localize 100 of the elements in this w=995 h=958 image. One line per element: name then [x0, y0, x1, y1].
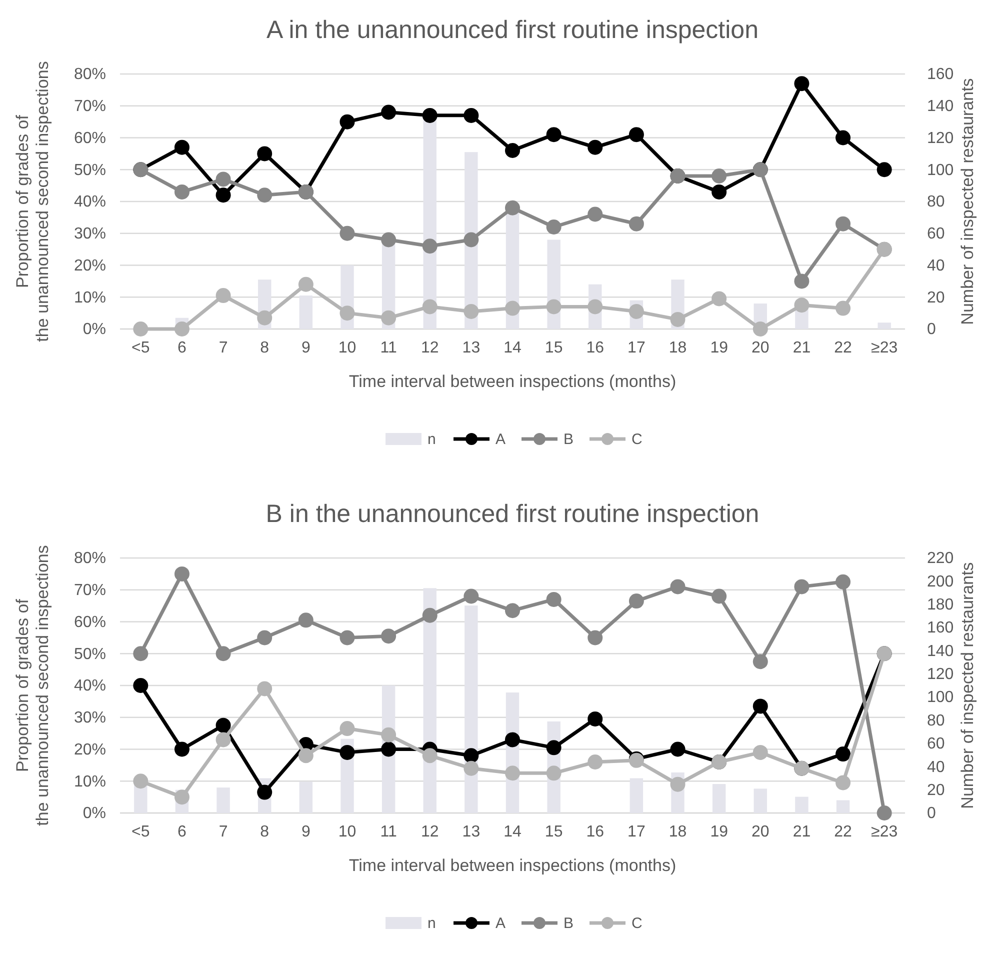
point: [340, 721, 355, 736]
point: [670, 579, 686, 594]
point: [298, 748, 314, 764]
point: [464, 304, 479, 319]
x-tick-label: 11: [380, 823, 397, 840]
point: [381, 727, 396, 742]
x-tick-label: 14: [504, 823, 522, 840]
point: [546, 592, 562, 607]
point: [546, 740, 562, 756]
x-tick-label: 13: [462, 339, 480, 356]
point: [836, 216, 851, 232]
y-axis-title: Proportion of grades of the unannounced second inspections: [12, 545, 52, 826]
point: [133, 646, 148, 662]
y2-tick-label: 100: [927, 162, 954, 179]
y2-tick-label: 100: [927, 689, 954, 706]
point: [174, 566, 190, 582]
point: [340, 306, 355, 321]
bar: [712, 784, 726, 813]
y2-tick-label: 20: [927, 782, 945, 799]
chart-title: A in the unannounced first routine inspection: [266, 16, 759, 44]
bar: [878, 322, 891, 329]
bar: [795, 796, 808, 813]
point: [588, 754, 603, 770]
legend-label: n: [428, 915, 436, 932]
x-tick-label: 11: [380, 339, 397, 356]
y2-tick-label: 140: [927, 642, 954, 660]
x-tick-label: 6: [178, 823, 187, 840]
point: [588, 630, 603, 646]
chart-title: B in the unannounced first routine inspection: [266, 500, 760, 528]
y2-axis-title: Number of inspected restaurants: [958, 562, 977, 809]
point: [464, 748, 479, 764]
x-tick-label: 8: [260, 339, 270, 356]
point: [670, 742, 686, 757]
y2-tick-label: 160: [927, 620, 954, 637]
point: [752, 322, 768, 336]
y2-tick-label: 120: [927, 130, 954, 147]
bar: [754, 788, 768, 813]
point: [464, 108, 479, 123]
point: [836, 130, 851, 146]
point: [505, 766, 520, 781]
y-tick-label: 40%: [74, 194, 106, 211]
x-tick-label: 8: [260, 823, 270, 840]
x-tick-label: 20: [751, 339, 770, 356]
bar: [299, 782, 313, 813]
point: [422, 748, 438, 764]
point: [712, 184, 727, 200]
y-tick-label: 10%: [74, 289, 106, 306]
point: [505, 143, 520, 158]
point: [257, 630, 272, 646]
point: [670, 776, 686, 792]
point: [381, 232, 396, 248]
point: [174, 140, 190, 155]
point: [546, 766, 562, 781]
point: [505, 732, 520, 748]
y-axis-title: Proportion of grades of the unannounced second inspections: [12, 61, 52, 342]
point: [216, 732, 231, 748]
x-tick-label: <5: [132, 339, 150, 356]
y-tick-label: 50%: [74, 162, 106, 179]
point: [174, 184, 190, 200]
point: [216, 718, 231, 733]
y-tick-label: 50%: [74, 646, 106, 663]
y-tick-label: 20%: [74, 741, 106, 758]
point: [257, 146, 272, 162]
point: [381, 310, 396, 326]
legend-label: B: [564, 915, 574, 932]
point: [298, 612, 314, 628]
point: [712, 291, 727, 306]
point: [505, 300, 520, 316]
x-tick-label: 17: [628, 823, 646, 840]
point: [257, 784, 272, 800]
point: [628, 304, 644, 319]
x-tick-label: 20: [751, 823, 770, 840]
y-tick-label: 30%: [74, 709, 106, 726]
legend-label: C: [632, 915, 642, 932]
y-tick-label: 60%: [74, 130, 106, 147]
y2-tick-label: 40: [927, 257, 945, 274]
y2-axis-title: Number of inspected restaurants: [958, 78, 977, 325]
point: [381, 628, 396, 644]
point: [628, 594, 644, 609]
point: [257, 310, 272, 326]
point: [257, 188, 272, 203]
point: [133, 322, 148, 336]
point: [546, 220, 562, 234]
y-tick-label: 0%: [82, 321, 106, 338]
point: [381, 104, 396, 120]
point: [216, 646, 231, 662]
legend-label: A: [496, 915, 506, 932]
point: [712, 168, 727, 184]
point: [876, 806, 892, 820]
y2-tick-label: 180: [927, 596, 954, 614]
point: [340, 744, 355, 760]
y2-tick-label: 120: [927, 666, 954, 684]
y2-tick-label: 200: [927, 573, 954, 590]
y2-tick-label: 160: [927, 66, 954, 84]
x-tick-label: ≥23: [871, 823, 898, 840]
x-tick-label: <5: [132, 823, 150, 840]
x-tick-label: 7: [218, 339, 228, 356]
x-tick-label: 17: [628, 339, 646, 356]
point: [794, 298, 810, 313]
x-tick-label: 16: [586, 823, 604, 840]
